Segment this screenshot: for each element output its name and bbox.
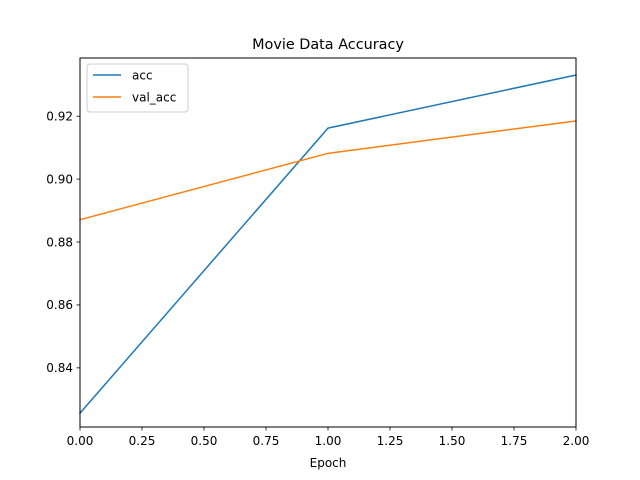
chart-title: Movie Data Accuracy xyxy=(252,37,404,53)
x-tick-label: 0.00 xyxy=(67,434,94,448)
legend-label-val_acc: val_acc xyxy=(132,90,176,104)
y-tick-label: 0.84 xyxy=(46,361,73,375)
x-tick-label: 0.25 xyxy=(129,434,156,448)
series-layer xyxy=(78,74,577,415)
x-tick-label: 1.25 xyxy=(377,434,404,448)
series-line-val_acc xyxy=(79,120,577,221)
x-tick-label: 1.50 xyxy=(439,434,466,448)
legend-box xyxy=(86,63,189,113)
x-axis-label: Epoch xyxy=(310,456,347,470)
y-tick-label: 0.92 xyxy=(46,109,73,123)
y-tick-label: 0.88 xyxy=(46,235,73,249)
plot-frame xyxy=(79,57,577,428)
x-axis: 0.00 0.25 0.50 0.75 1.00 1.25 1.50 1.75 2.00 xyxy=(67,427,590,448)
x-tick-label: 2.00 xyxy=(563,434,590,448)
series-line-acc xyxy=(78,74,577,415)
x-tick-label: 0.50 xyxy=(191,434,218,448)
x-tick-label: 1.00 xyxy=(315,434,342,448)
y-tick-label: 0.90 xyxy=(46,172,73,186)
y-tick-label: 0.86 xyxy=(46,298,73,312)
x-tick-label: 1.75 xyxy=(501,434,528,448)
legend: acc val_acc xyxy=(86,63,189,113)
legend-label-acc: acc xyxy=(132,68,153,82)
x-tick-label: 0.75 xyxy=(253,434,280,448)
y-axis: 0.84 0.86 0.88 0.90 0.92 xyxy=(46,109,80,375)
